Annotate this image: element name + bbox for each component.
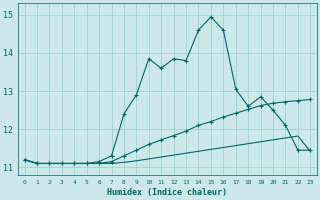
X-axis label: Humidex (Indice chaleur): Humidex (Indice chaleur) <box>108 188 228 197</box>
